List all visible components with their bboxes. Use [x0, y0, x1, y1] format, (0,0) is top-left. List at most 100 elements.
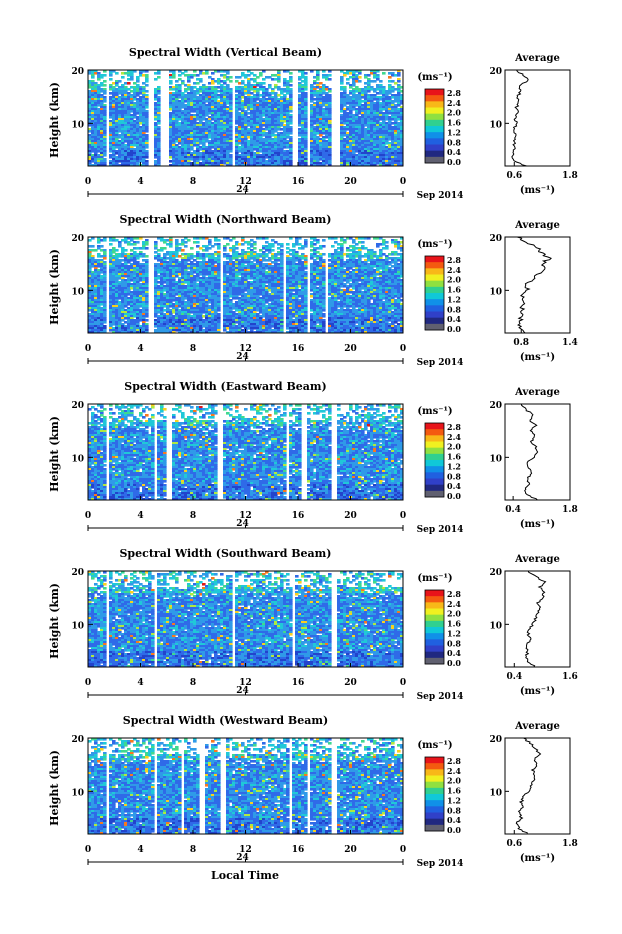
heatmap-cell — [229, 80, 233, 83]
heatmap-cell — [169, 245, 173, 248]
heatmap-cell — [115, 72, 119, 75]
x-tick-label: 20 — [344, 177, 357, 187]
heatmap-cell — [361, 241, 365, 244]
panel-title: Spectral Width (Northward Beam) — [120, 213, 332, 226]
x-tick-label: 8 — [190, 177, 196, 187]
heatmap-cell — [385, 247, 389, 250]
heatmap-cell — [301, 247, 305, 250]
heatmap-cell — [154, 78, 158, 81]
colorbar-swatch — [425, 151, 444, 158]
colorbar-swatch — [425, 138, 444, 145]
x-tick-label: 0 — [400, 177, 406, 187]
heatmap-cell — [241, 243, 245, 246]
heatmap-cell — [205, 249, 209, 252]
colorbar-swatch — [425, 126, 444, 133]
colorbar-swatch — [425, 132, 444, 139]
heatmap-cell — [157, 72, 161, 75]
heatmap-cell — [181, 249, 185, 252]
heatmap-cell — [196, 74, 200, 77]
panel-title: Spectral Width (Vertical Beam) — [129, 46, 322, 59]
colorbar-swatch — [425, 108, 444, 115]
heatmap-cell — [379, 80, 383, 83]
heatmap-cell — [145, 247, 149, 250]
heatmap-cell — [289, 72, 293, 75]
y-tick-label: 20 — [71, 67, 84, 77]
heatmap-cell — [373, 80, 377, 83]
colorbar-swatch — [425, 120, 444, 127]
heatmap-cell — [286, 243, 290, 246]
date-center-label: 24 — [236, 185, 249, 195]
heatmap-cell — [190, 247, 194, 250]
colorbar-swatch — [425, 145, 444, 152]
heatmap-cell — [322, 239, 326, 242]
heatmap-cell — [175, 80, 179, 83]
heatmap-cell — [223, 249, 227, 252]
heatmap-cell — [172, 76, 176, 79]
colorbar-tick-label: 2.4 — [447, 98, 461, 108]
heatmap-cell — [133, 243, 137, 246]
heatmap-cell — [328, 78, 332, 81]
heatmap-cell — [127, 82, 131, 85]
colorbar-tick-label: 1.6 — [447, 118, 461, 128]
heatmap-cell — [205, 72, 209, 75]
x-tick-label: 4 — [137, 177, 143, 187]
colorbar-tick-label: 2.8 — [447, 88, 461, 98]
colorbar-tick-label: 0.4 — [447, 147, 461, 157]
average-x-tick-label: 1.8 — [562, 171, 578, 181]
colorbar-tick-label: 0.0 — [447, 157, 461, 167]
heatmap-cell — [196, 241, 200, 244]
heatmap-cell — [238, 76, 242, 79]
average-frame — [505, 70, 570, 166]
heatmap-cell — [121, 76, 125, 79]
heatmap-cell — [211, 72, 215, 75]
heatmap-cell — [184, 245, 188, 248]
colorbar-tick-label: 1.2 — [447, 127, 461, 137]
colorbar-unit: (ms⁻¹) — [417, 72, 452, 83]
heatmap-cell — [358, 80, 362, 83]
heatmap-cell — [97, 78, 101, 81]
average-y-tick-label: 20 — [489, 67, 502, 77]
heatmap-cell — [262, 78, 266, 81]
average-y-tick-label: 10 — [489, 120, 502, 130]
colorbar-swatch — [425, 89, 444, 96]
heatmap-cell — [109, 243, 113, 246]
heatmap — [88, 237, 404, 334]
average-x-tick-label: 0.6 — [506, 171, 522, 181]
heatmap-cell — [91, 245, 95, 248]
average-profile-line — [512, 70, 528, 166]
heatmap-cell — [103, 239, 107, 242]
x-tick-label: 16 — [292, 177, 305, 187]
heatmap-cell — [109, 74, 113, 77]
heatmap-cell — [397, 74, 401, 77]
heatmap-cell — [388, 76, 392, 79]
heatmap-cell — [145, 255, 149, 258]
heatmap-cell — [130, 78, 134, 81]
heatmap-cell — [103, 84, 107, 87]
heatmap-cell — [292, 245, 296, 248]
heatmap-cell — [376, 245, 380, 248]
colorbar-tick-label: 0.8 — [447, 137, 461, 147]
heatmap-cell — [169, 82, 173, 85]
y-axis-label: Height (km) — [48, 82, 61, 158]
average-title: Average — [514, 53, 560, 64]
heatmap-cell — [331, 245, 335, 248]
heatmap-cell — [178, 74, 182, 77]
heatmap-cell — [187, 80, 191, 83]
heatmap-cell — [217, 247, 221, 250]
heatmap-cell — [277, 80, 281, 83]
heatmap-cell — [88, 239, 92, 242]
colorbar-swatch — [425, 114, 444, 121]
colorbar-swatch — [425, 95, 444, 102]
heatmap-cell — [160, 249, 164, 252]
y-tick-label: 10 — [71, 120, 84, 130]
heatmap-cell — [346, 78, 350, 81]
heatmap — [88, 70, 404, 167]
heatmap-cell — [196, 82, 200, 85]
heatmap-cell — [91, 76, 95, 79]
heatmap-cell — [382, 72, 386, 75]
beam-panel: Spectral Width (Northward Beam)2010Heigh… — [48, 213, 578, 368]
beam-panel: Spectral Width (Vertical Beam) 20 10 Height… — [48, 46, 578, 201]
colorbar-swatch — [425, 101, 444, 108]
heatmap-cell — [97, 241, 101, 244]
